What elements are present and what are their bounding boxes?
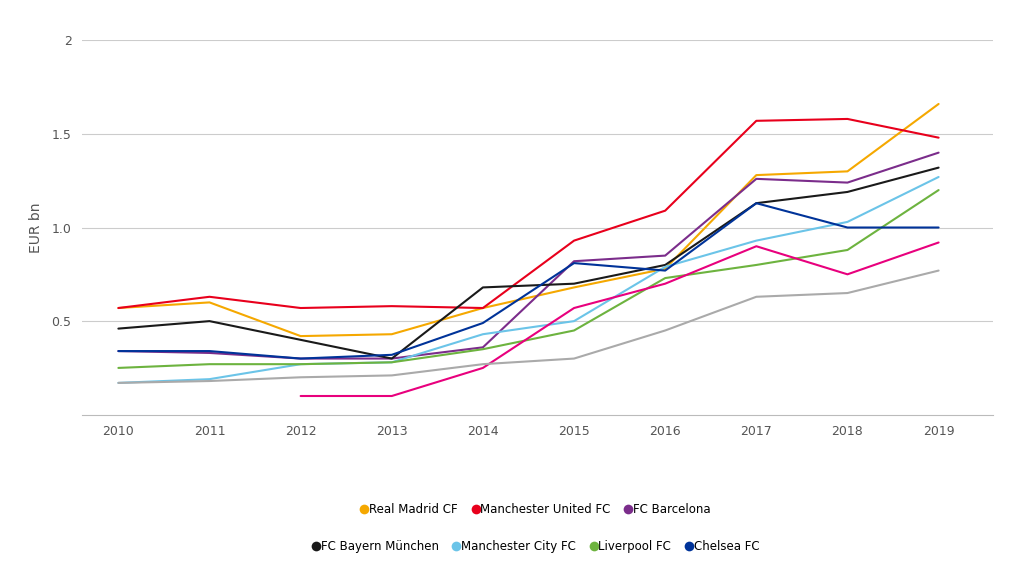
Legend: FC Bayern München, Manchester City FC, Liverpool FC, Chelsea FC: FC Bayern München, Manchester City FC, L… bbox=[316, 540, 759, 554]
Y-axis label: EUR bn: EUR bn bbox=[29, 202, 43, 253]
